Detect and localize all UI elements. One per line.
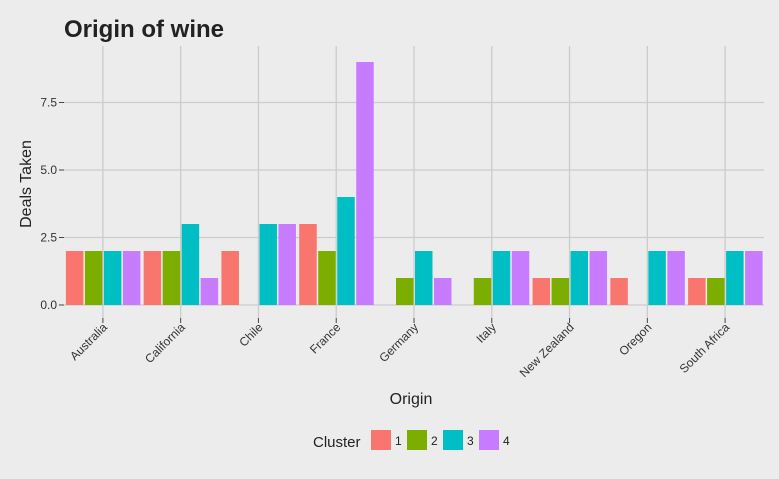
- x-tick-label: Oregon: [616, 320, 654, 358]
- y-axis-ticks: 0.0 2.5 5.0 7.5: [40, 96, 64, 312]
- bar-california-cluster-3: [181, 224, 200, 305]
- bar-australia-cluster-1: [65, 251, 84, 305]
- x-tick-label: Italy: [473, 320, 498, 345]
- legend-label-1: 1: [395, 434, 402, 448]
- bar-oregon-cluster-4: [667, 251, 685, 305]
- bar-australia-cluster-4: [122, 251, 141, 305]
- bar-new-zealand-cluster-1: [532, 278, 551, 305]
- legend-key-2: [407, 430, 427, 450]
- bar-france-cluster-1: [299, 224, 317, 305]
- bar-italy-cluster-4: [511, 251, 530, 305]
- bar-california-cluster-1: [143, 251, 162, 305]
- bar-france-cluster-2: [318, 251, 336, 305]
- x-axis-ticks: Australia California Chile France Germany Ita…: [67, 318, 732, 380]
- x-tick-label: Chile: [236, 320, 265, 349]
- x-axis-title: Origin: [390, 391, 433, 408]
- bar-california-cluster-4: [200, 278, 219, 305]
- bar-oregon-cluster-3: [648, 251, 666, 305]
- legend-label-3: 3: [467, 434, 474, 448]
- bar-oregon-cluster-1: [610, 278, 628, 305]
- x-tick-label: Australia: [67, 320, 110, 363]
- grid-lines: [64, 46, 764, 318]
- x-tick-label: South Africa: [677, 320, 733, 376]
- x-tick-label: Germany: [376, 320, 421, 365]
- bar-france-cluster-4: [356, 62, 374, 305]
- bar-south-africa-cluster-3: [726, 251, 744, 305]
- bar-new-zealand-cluster-2: [551, 278, 570, 305]
- bars: [65, 62, 763, 305]
- legend-key-1: [371, 430, 391, 450]
- bar-south-africa-cluster-1: [688, 278, 706, 305]
- y-axis-title: Deals Taken: [18, 140, 35, 228]
- legend-key-3: [443, 430, 463, 450]
- bar-italy-cluster-2: [473, 278, 492, 305]
- bar-new-zealand-cluster-4: [589, 251, 608, 305]
- legend-label-2: 2: [431, 434, 438, 448]
- legend: Cluster 1 2 3 4: [313, 430, 510, 451]
- bar-australia-cluster-3: [103, 251, 122, 305]
- bar-chile-cluster-4: [278, 224, 296, 305]
- bar-california-cluster-2: [162, 251, 181, 305]
- bar-new-zealand-cluster-3: [570, 251, 589, 305]
- y-tick-label: 2.5: [40, 231, 57, 245]
- y-tick-label: 7.5: [40, 96, 57, 110]
- bar-chile-cluster-1: [221, 251, 239, 305]
- bar-germany-cluster-3: [415, 251, 433, 305]
- chart-title: Origin of wine: [64, 16, 224, 43]
- legend-label-4: 4: [503, 434, 510, 448]
- bar-italy-cluster-3: [492, 251, 511, 305]
- bar-chile-cluster-3: [259, 224, 277, 305]
- legend-title: Cluster: [313, 434, 361, 451]
- x-tick-label: California: [142, 320, 188, 366]
- bar-australia-cluster-2: [84, 251, 103, 305]
- bar-germany-cluster-2: [396, 278, 414, 305]
- bar-south-africa-cluster-4: [745, 251, 763, 305]
- y-tick-label: 0.0: [40, 298, 57, 312]
- bar-germany-cluster-4: [434, 278, 452, 305]
- x-tick-label: New Zealand: [517, 320, 577, 380]
- legend-key-4: [479, 430, 499, 450]
- y-tick-label: 5.0: [40, 163, 57, 177]
- bar-south-africa-cluster-2: [707, 278, 725, 305]
- bar-france-cluster-3: [337, 197, 355, 305]
- x-tick-label: France: [307, 320, 344, 357]
